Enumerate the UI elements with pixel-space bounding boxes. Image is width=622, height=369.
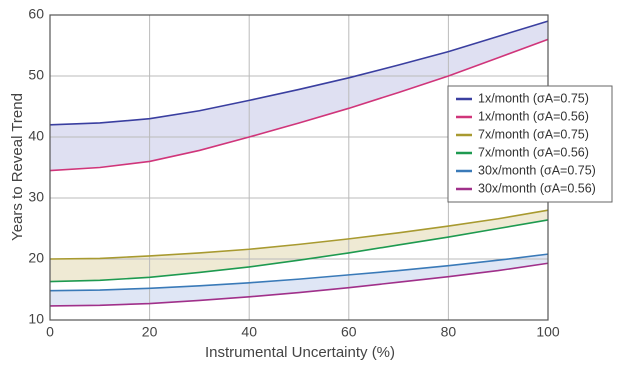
line: [49, 262, 549, 307]
band: [50, 254, 548, 306]
legend-label: 7x/month (σA=0.75): [478, 127, 589, 141]
legend-label: 30x/month (σA=0.75): [478, 163, 596, 177]
legend-label: 30x/month (σA=0.56): [478, 181, 596, 195]
legend-label: 7x/month (σA=0.56): [478, 145, 589, 159]
x-tick-label: 20: [142, 324, 158, 340]
y-tick-label: 20: [28, 250, 44, 266]
line: [49, 20, 549, 126]
line: [49, 209, 549, 260]
legend-label: 1x/month (σA=0.56): [478, 109, 589, 123]
x-tick-label: 80: [441, 324, 457, 340]
y-tick-label: 60: [28, 6, 44, 22]
line: [49, 219, 549, 283]
y-tick-label: 50: [28, 67, 44, 83]
x-tick-label: 0: [46, 324, 54, 340]
legend-label: 1x/month (σA=0.75): [478, 91, 589, 105]
line: [49, 38, 549, 172]
band: [50, 210, 548, 282]
y-axis-label: Years to Reveal Trend: [9, 93, 26, 241]
y-tick-label: 10: [28, 311, 44, 327]
y-tick-label: 30: [28, 189, 44, 205]
x-tick-label: 40: [241, 324, 257, 340]
x-axis-label: Instrumental Uncertainty (%): [205, 344, 395, 361]
x-tick-label: 60: [341, 324, 357, 340]
x-tick-label: 100: [536, 324, 560, 340]
line: [49, 253, 549, 292]
y-tick-label: 40: [28, 128, 44, 144]
legend-box: [447, 85, 613, 203]
